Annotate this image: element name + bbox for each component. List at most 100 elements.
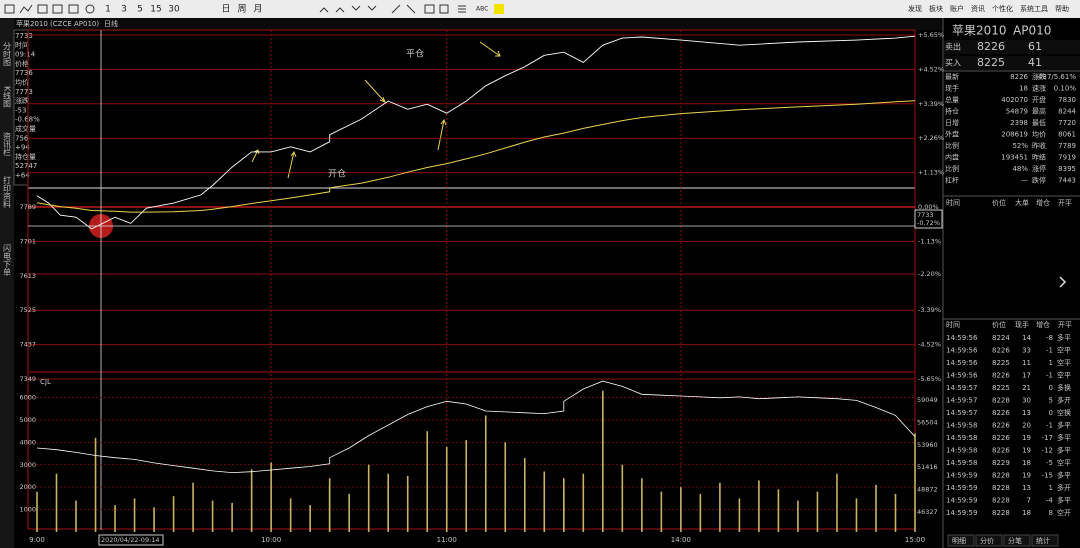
quote-label: 比例 [945, 164, 959, 173]
trade-time: 14:59:56 [946, 359, 978, 367]
trade-oi-change: 5 [1049, 397, 1053, 405]
quote-value: 8226 [1010, 73, 1028, 81]
trade-volume: 33 [1022, 347, 1031, 355]
period-button[interactable]: 30 [168, 5, 180, 15]
info-item: 持仓量 [15, 152, 36, 161]
trade-type: 空换 [1057, 408, 1071, 417]
color-swatch[interactable] [494, 4, 504, 14]
y-tick-label: 6000 [19, 394, 36, 402]
menu-item[interactable]: 账户 [950, 4, 964, 13]
quote-value: 7789 [1058, 142, 1076, 150]
trade-price: 8228 [992, 397, 1010, 405]
bottom-tab-bg[interactable] [1031, 534, 1059, 547]
period-button[interactable]: 1 [105, 5, 111, 15]
bottom-tab[interactable]: 明细 [952, 536, 966, 545]
volume-bar [406, 475, 409, 532]
bottom-tab[interactable]: 统计 [1036, 536, 1050, 545]
quote-label: 涨停 [1032, 164, 1046, 173]
bottom-tab[interactable]: 分笔 [1008, 536, 1022, 545]
info-item: 均价 [15, 78, 29, 87]
volume-bar [523, 458, 526, 532]
period-button[interactable]: 月 [253, 4, 262, 15]
period-tab[interactable]: 日线 [104, 19, 118, 28]
bottom-tab-bg[interactable] [1003, 534, 1031, 547]
volume-bar [133, 498, 136, 532]
trade-type: 空平 [1057, 371, 1071, 380]
volume-bar [816, 491, 819, 532]
big-order-header: 增仓 [1036, 198, 1050, 207]
text-tool[interactable]: ABC [476, 6, 488, 13]
period-button[interactable]: 15 [150, 5, 161, 15]
y-tick-label: 7349 [19, 375, 36, 383]
y2-tick-label: 59049 [917, 396, 938, 404]
bottom-tab-bg[interactable] [947, 534, 975, 547]
info-item: 52747 [15, 162, 37, 170]
trade-price: 8228 [992, 509, 1010, 517]
trade-type: 多换 [1057, 383, 1071, 392]
quote-value: 437/5.61% [1038, 73, 1076, 81]
trade-volume: 13 [1022, 484, 1031, 492]
quote-label: 外盘 [945, 130, 959, 139]
trade-volume: 13 [1022, 409, 1031, 417]
y2-tick-label: +1.13% [918, 169, 944, 177]
x-tick-label: 10:00 [261, 536, 281, 544]
y-tick-label: 5000 [19, 416, 36, 424]
volume-bar [445, 446, 448, 532]
side-tab[interactable]: 分时图 [3, 42, 12, 67]
quote-value: — [1021, 177, 1028, 185]
quote-value: 48% [1012, 165, 1028, 173]
trade-oi-change: -15 [1042, 472, 1053, 480]
quote-label: 跌停 [1032, 176, 1046, 185]
y2-tick-label: -5.65% [918, 375, 941, 383]
y2-tick-label: +2.26% [918, 134, 944, 142]
info-item: 时间 [15, 40, 29, 49]
volume-bar [367, 464, 370, 532]
quote-label: 最低 [1032, 118, 1046, 127]
menu-item[interactable]: 发现 [908, 4, 922, 13]
quote-label: 最新 [945, 72, 959, 81]
y2-tick-label: +5.65% [918, 31, 944, 39]
trade-volume: 19 [1022, 434, 1031, 442]
y2-tick-label: -3.39% [918, 306, 941, 314]
period-button[interactable]: 3 [121, 5, 127, 15]
period-button[interactable]: 日 [221, 4, 230, 15]
volume-bar [289, 498, 292, 532]
trade-oi-change: -4 [1046, 497, 1054, 505]
volume-bar [699, 493, 702, 532]
side-tab[interactable]: 闪电下单 [3, 244, 12, 277]
volume-bar [250, 469, 253, 532]
trade-price: 8228 [992, 472, 1010, 480]
menu-item[interactable]: 系统工具 [1020, 4, 1048, 13]
volume-bar [75, 500, 77, 532]
trade-type: 多平 [1057, 471, 1071, 480]
period-button[interactable]: 周 [237, 4, 246, 15]
volume-bar [153, 507, 155, 532]
bottom-tab[interactable]: 分价 [980, 536, 994, 545]
side-tab[interactable]: 打印资料 [3, 175, 12, 209]
menu-item[interactable]: 个性化 [992, 4, 1013, 13]
expand-arrow[interactable] [1059, 276, 1067, 288]
trade-type: 空平 [1057, 358, 1071, 367]
info-item: -53 [15, 106, 26, 114]
trade-oi-change: -17 [1042, 434, 1053, 442]
quote-value: 52% [1012, 142, 1028, 150]
volume-bar [855, 498, 858, 532]
y2-tick-label: 53960 [917, 441, 938, 449]
side-tab[interactable]: K线图 [3, 86, 12, 108]
contract-code: AP010 [1013, 24, 1051, 38]
y-tick-label: 7525 [19, 306, 36, 314]
info-item: +94 [15, 144, 30, 152]
side-tab[interactable]: 资讯栏 [3, 131, 12, 157]
menu-item[interactable]: 资讯 [971, 4, 985, 13]
menu-item[interactable]: 板块 [929, 4, 943, 13]
bottom-tab-bg[interactable] [975, 534, 1003, 547]
trade-time: 14:59:57 [946, 397, 977, 405]
menu-item[interactable]: 帮助 [1055, 4, 1069, 13]
trade-volume: 20 [1022, 422, 1031, 430]
x-tick-label: 14:00 [671, 536, 691, 544]
trade-oi-change: 1 [1049, 359, 1053, 367]
trade-oi-change: -1 [1046, 347, 1053, 355]
period-button[interactable]: 5 [137, 5, 143, 15]
open-interest-line [36, 380, 916, 474]
